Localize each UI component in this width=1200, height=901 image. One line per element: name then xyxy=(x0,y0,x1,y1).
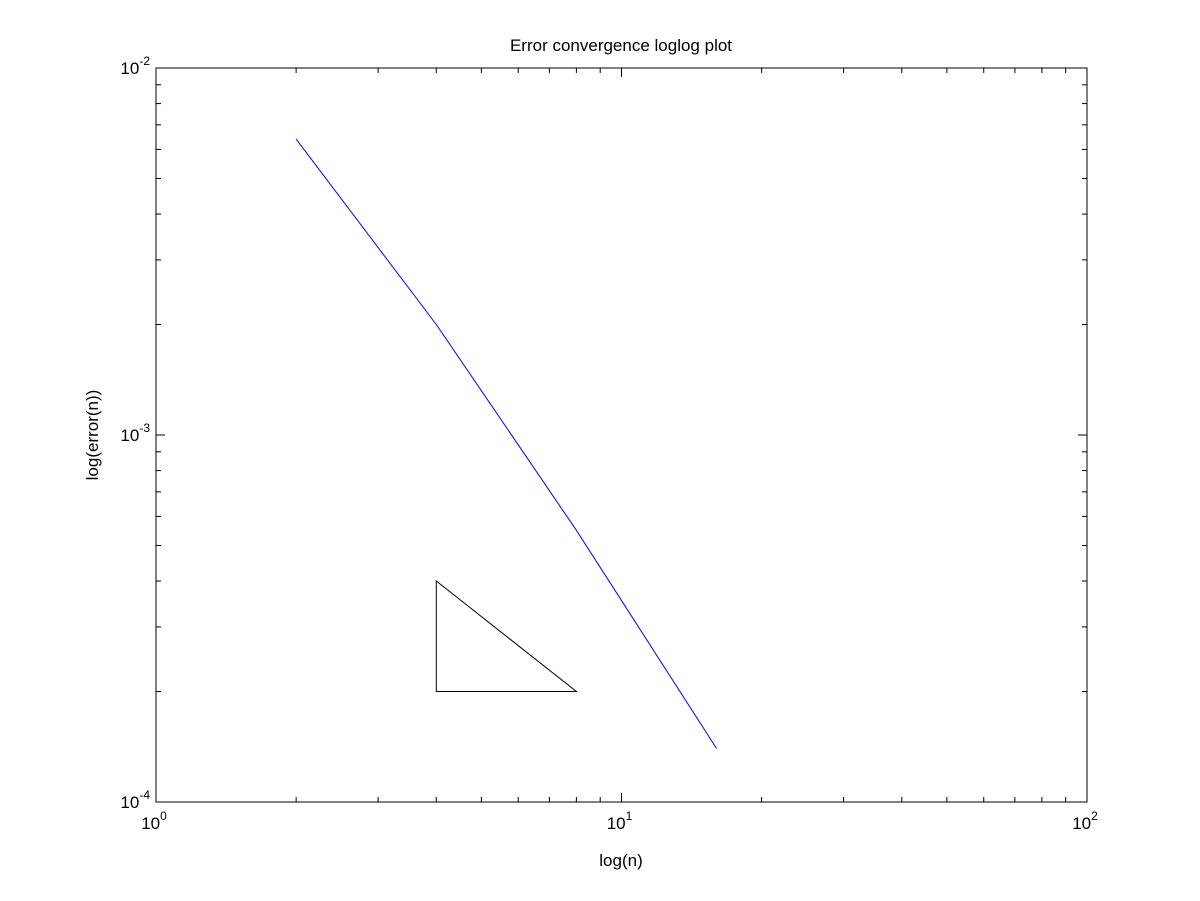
series-layer xyxy=(295,138,717,749)
x-tick-label: 101 xyxy=(607,809,633,833)
minor-ticks xyxy=(156,68,1087,802)
x-tick-labels: 100 101 102 xyxy=(141,809,1098,833)
slope-triangle xyxy=(435,579,578,692)
major-ticks xyxy=(155,67,1088,803)
x-tick-label: 102 xyxy=(1072,809,1098,833)
y-axis-label: log(error(n)) xyxy=(83,390,102,481)
y-tick-label: 10-2 xyxy=(120,54,150,78)
x-axis-label: log(n) xyxy=(599,851,642,870)
y-tick-label: 10-4 xyxy=(120,788,150,812)
chart-title: Error convergence loglog plot xyxy=(510,36,732,55)
y-tick-label: 10-3 xyxy=(120,421,150,445)
y-tick-labels: 10-2 10-3 10-4 xyxy=(120,54,150,812)
x-tick-label: 100 xyxy=(141,809,167,833)
annotation-layer xyxy=(435,579,578,692)
series-line-1 xyxy=(295,138,717,749)
